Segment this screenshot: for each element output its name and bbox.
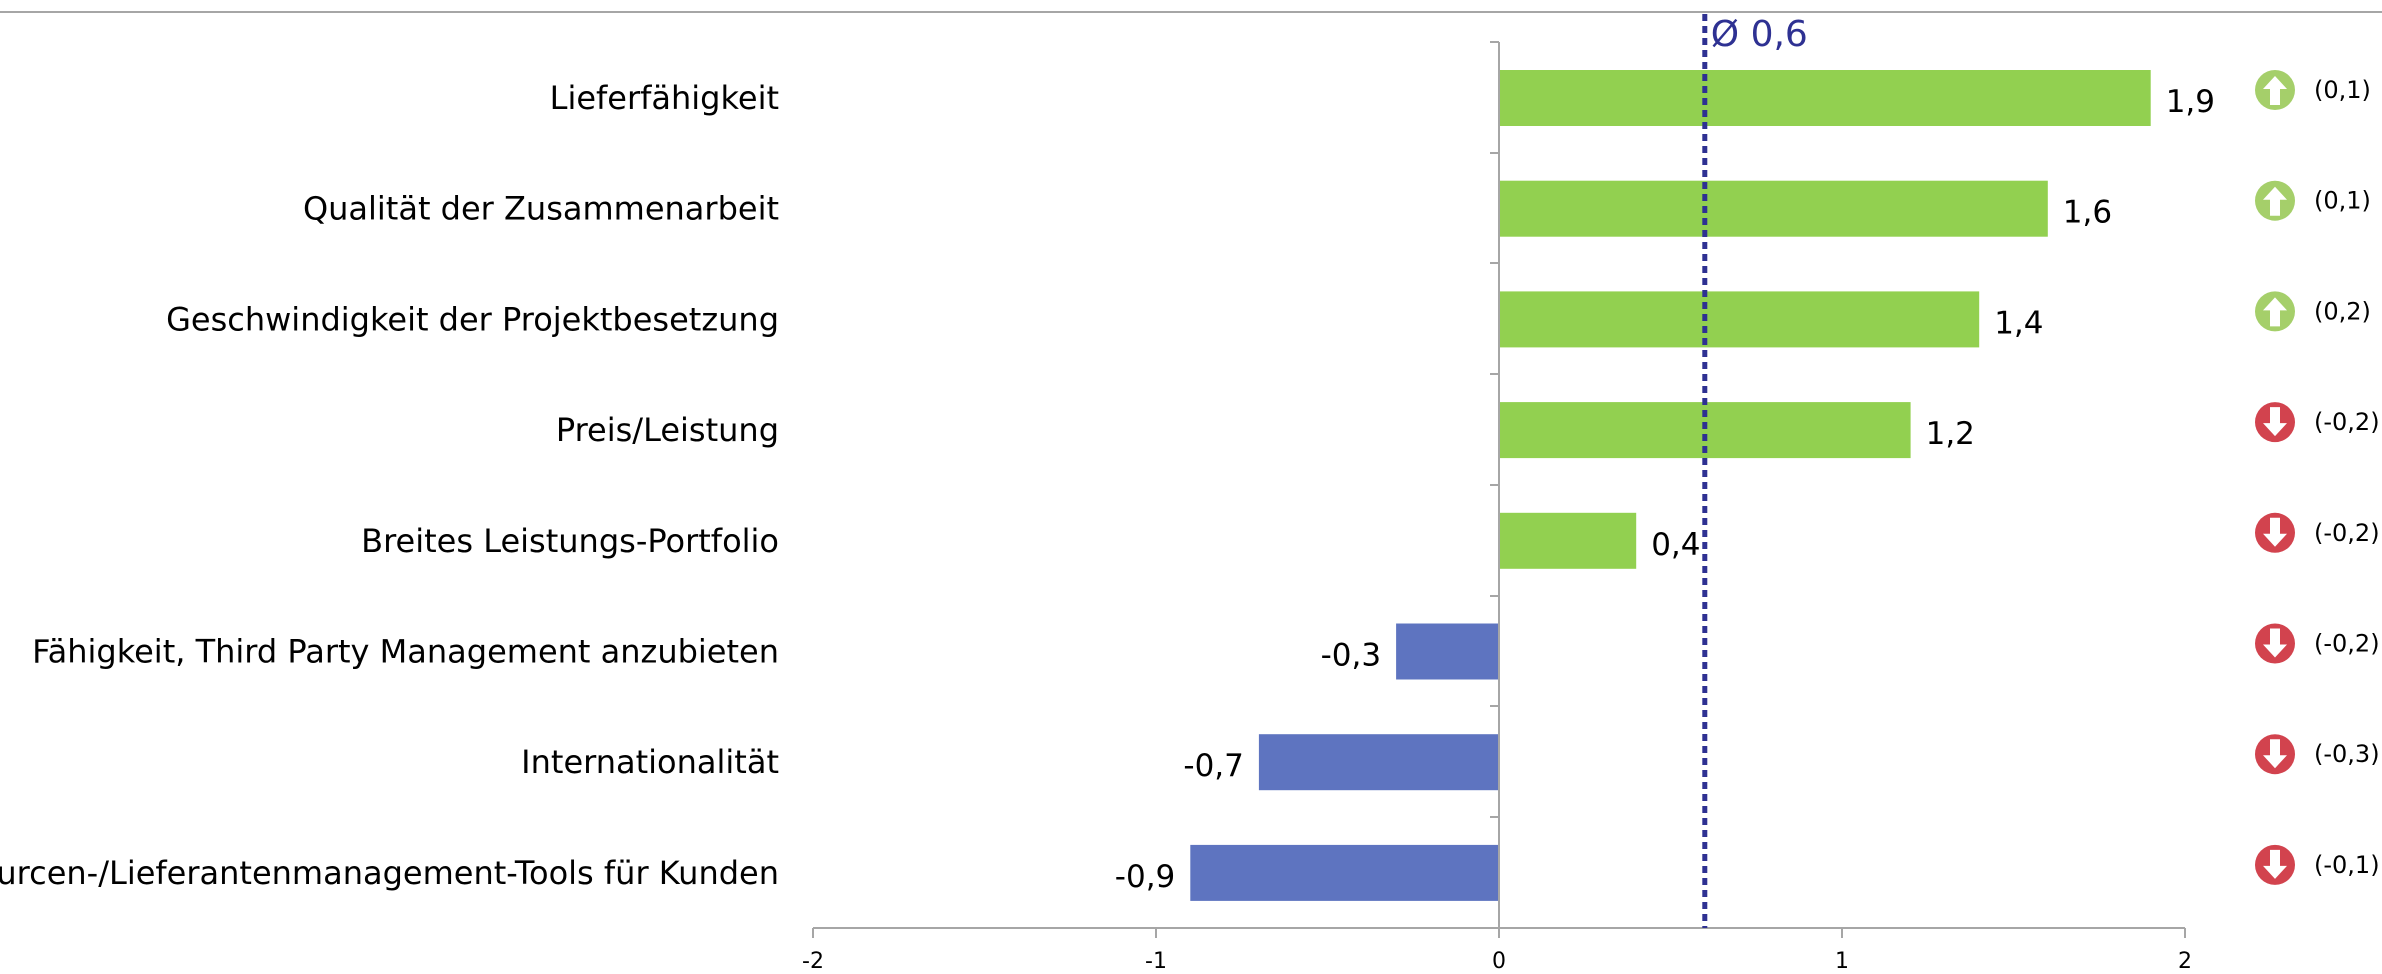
change-label: (0,1) (2314, 76, 2371, 104)
icon-arrow (2263, 849, 2287, 879)
change-label: (-0,2) (2314, 630, 2380, 658)
category-label: Preis/Leistung (556, 411, 779, 449)
arrow-down-icon (2255, 844, 2295, 885)
average-label: Ø 0,6 (1711, 14, 1808, 55)
axes-group: -2 -1 0 1 2 (802, 41, 2192, 974)
icon-arrow (2263, 76, 2287, 105)
category-label: Lieferfähigkeit (550, 79, 779, 117)
arrow-up-icon (2255, 291, 2295, 332)
change-label: (-0,1) (2314, 851, 2380, 879)
category-label: Ressourcen-/Lieferantenmanagement-Tools … (0, 854, 779, 892)
arrow-down-icon (2255, 512, 2295, 553)
data-label: -0,9 (1115, 859, 1176, 895)
average-group: Ø 0,6 (1702, 14, 1808, 928)
category-label: Qualität der Zusammenarbeit (303, 190, 779, 228)
bars-group (1190, 70, 2151, 901)
x-tick-label: 0 (1492, 949, 1506, 974)
change-label: (-0,2) (2314, 519, 2380, 547)
bar (1499, 180, 2048, 237)
data-label: 1,9 (2166, 84, 2215, 120)
bar (1396, 623, 1499, 680)
icon-arrow (2263, 739, 2287, 769)
arrow-up-icon (2255, 70, 2295, 110)
data-label: 1,4 (1994, 305, 2043, 341)
arrow-down-icon (2255, 402, 2295, 443)
data-label: 0,4 (1651, 527, 1700, 563)
changes-group: (0,1) (0,1) (0,2) (-0,2) (-0,2) (-0,2) (-0,3) (… (2255, 70, 2380, 885)
bar (1499, 512, 1637, 569)
change-label: (-0,2) (2314, 408, 2380, 436)
data-label: -0,3 (1321, 638, 1382, 674)
arrow-up-icon (2255, 180, 2295, 221)
data-label: 1,6 (2063, 195, 2112, 231)
labels-group: Lieferfähigkeit 1,9 Qualität der Zusammena… (0, 79, 2215, 895)
category-label: Internationalität (521, 743, 779, 781)
icon-arrow (2263, 628, 2287, 658)
bar (1258, 734, 1499, 791)
data-label: -0,7 (1183, 748, 1244, 784)
bar (1499, 70, 2151, 126)
icon-arrow (2263, 297, 2287, 327)
arrow-down-icon (2255, 734, 2295, 775)
icon-arrow (2263, 407, 2287, 437)
bar (1499, 291, 1980, 348)
x-tick-label: 1 (1835, 949, 1849, 974)
x-tick-label: -1 (1145, 949, 1167, 974)
arrow-down-icon (2255, 623, 2295, 664)
category-label: Geschwindigkeit der Projektbesetzung (166, 300, 779, 338)
category-label: Fähigkeit, Third Party Management anzubi… (32, 633, 779, 671)
icon-arrow (2263, 517, 2287, 547)
data-label: 1,2 (1926, 416, 1975, 452)
x-tick-label: 2 (2178, 949, 2192, 974)
category-label: Breites Leistungs-Portfolio (361, 522, 779, 560)
change-label: (0,2) (2314, 297, 2371, 325)
bar (1190, 844, 1499, 901)
x-tick-label: -2 (802, 949, 824, 974)
change-label: (0,1) (2314, 187, 2371, 215)
change-label: (-0,3) (2314, 740, 2380, 768)
icon-arrow (2263, 186, 2287, 216)
